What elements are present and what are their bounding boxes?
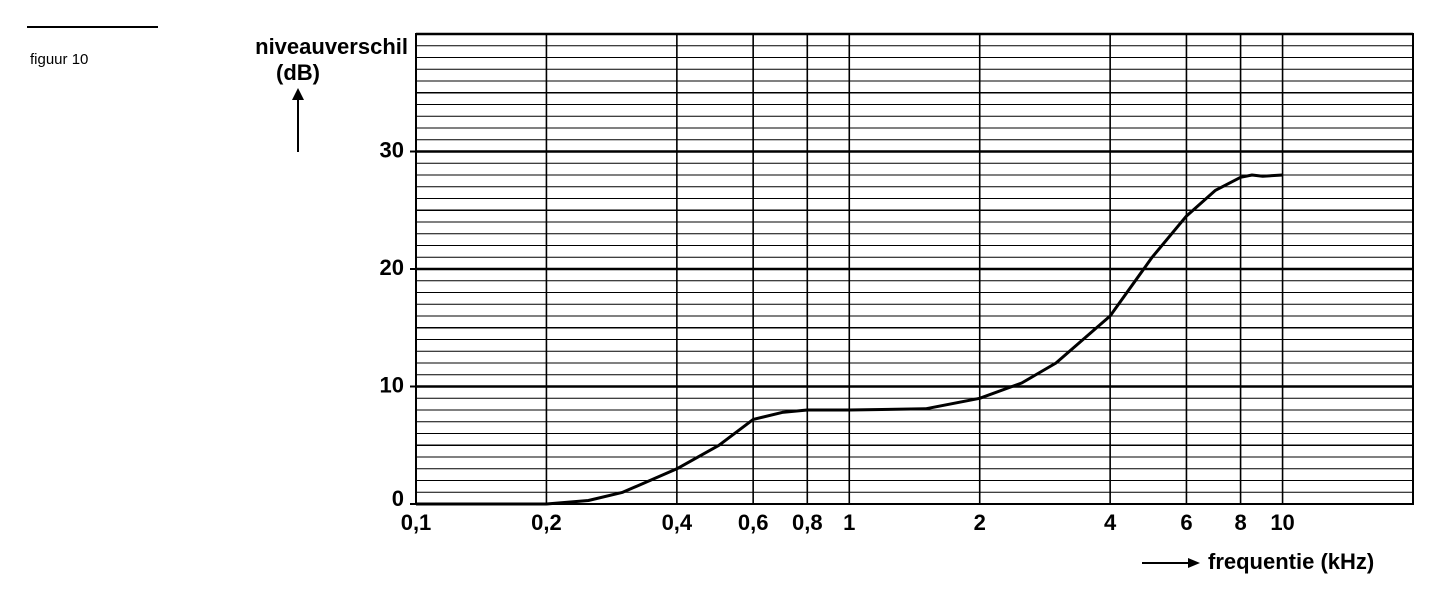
x-tick-label: 1 xyxy=(843,510,855,535)
x-tick-label: 0,8 xyxy=(792,510,823,535)
y-tick-label: 20 xyxy=(380,255,404,280)
y-axis-label: niveauverschil xyxy=(255,34,408,59)
y-tick-label: 10 xyxy=(380,372,404,397)
y-tick-label: 0 xyxy=(392,486,404,511)
y-tick-label: 30 xyxy=(380,137,404,162)
y-axis-label: (dB) xyxy=(276,60,320,85)
x-axis-label: frequentie (kHz) xyxy=(1208,549,1374,574)
x-tick-label: 0,2 xyxy=(531,510,562,535)
arrow-head xyxy=(292,88,304,100)
x-tick-label: 4 xyxy=(1104,510,1117,535)
figure-label: figuur 10 xyxy=(30,51,88,68)
x-tick-label: 0,6 xyxy=(738,510,769,535)
arrow-head xyxy=(1188,558,1200,568)
x-tick-label: 0,4 xyxy=(662,510,693,535)
x-tick-label: 10 xyxy=(1270,510,1294,535)
x-tick-label: 0,1 xyxy=(401,510,432,535)
data-line xyxy=(416,173,1283,506)
x-tick-label: 6 xyxy=(1180,510,1192,535)
x-tick-label: 2 xyxy=(974,510,986,535)
x-tick-label: 8 xyxy=(1234,510,1246,535)
